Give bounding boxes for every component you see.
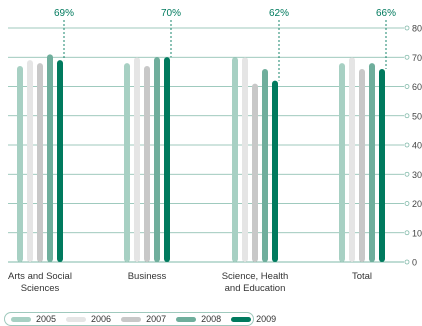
bar-2007-2: [252, 83, 258, 262]
bar-2006-3: [349, 57, 355, 262]
bar-2005-2: [232, 57, 238, 262]
bar-2006-0: [27, 60, 33, 262]
tick-marker: [404, 54, 410, 60]
bar-2008-2: [262, 68, 268, 262]
legend-label: 2006: [91, 314, 112, 324]
category-label: Sciences: [21, 283, 60, 294]
annotation-label: 70%: [161, 8, 181, 19]
bar-2009-3: [379, 68, 385, 262]
bar-2009-2: [272, 80, 278, 263]
bar-2008-1: [154, 57, 160, 262]
legend-label: 2007: [146, 314, 167, 324]
legend-label: 2009: [256, 314, 277, 324]
legend-swatch: [176, 316, 197, 322]
legend-swatch: [121, 316, 142, 322]
bar-2009-0: [57, 60, 63, 262]
y-tick-label: 0: [412, 258, 417, 268]
bar-2007-0: [37, 63, 43, 262]
bar-2008-0: [47, 54, 53, 263]
y-tick-label: 50: [412, 111, 422, 121]
legend-item-2009: 2009: [231, 313, 276, 325]
y-tick-label: 60: [412, 82, 422, 92]
bar-2006-1: [134, 57, 140, 262]
category-label: Business: [128, 271, 167, 282]
y-tick-label: 80: [412, 24, 422, 34]
y-tick-label: 40: [412, 141, 422, 151]
category-label: Science, Health: [222, 271, 289, 282]
annotation-label: 69%: [54, 8, 74, 19]
y-tick-label: 70: [412, 53, 422, 63]
legend-item-2007: 2007: [121, 313, 166, 325]
legend-swatch: [66, 316, 87, 322]
tick-marker: [404, 84, 410, 89]
category-label: Arts and Social: [8, 271, 72, 282]
category-label: Total: [352, 271, 372, 282]
bar-2005-0: [17, 66, 23, 263]
tick-marker: [404, 201, 410, 206]
legend-label: 2005: [36, 314, 57, 324]
bar-2008-3: [369, 63, 375, 262]
chart-legend: 2005 2006 2007 2008 2009: [4, 312, 276, 326]
tick-marker: [404, 171, 410, 177]
tick-marker: [404, 259, 410, 265]
tick-marker: [404, 113, 410, 119]
bar-2007-3: [359, 68, 365, 262]
bar-2009-1: [164, 57, 170, 262]
tick-marker: [404, 142, 410, 148]
tick-marker: [404, 25, 410, 31]
bar-2006-2: [242, 57, 248, 262]
annotation-label: 62%: [269, 8, 289, 19]
y-tick-label: 10: [412, 228, 422, 238]
legend-swatch: [231, 316, 252, 322]
legend-item-2008: 2008: [176, 313, 221, 325]
legend-label: 2008: [201, 314, 222, 324]
tick-marker: [404, 230, 410, 236]
y-tick-label: 20: [412, 199, 422, 209]
bar-2007-1: [144, 66, 150, 263]
legend-item-2005: 2005: [11, 313, 56, 325]
legend-swatch: [11, 316, 31, 322]
annotation-label: 66%: [376, 8, 396, 19]
bar-2005-3: [339, 63, 345, 262]
y-tick-label: 30: [412, 170, 422, 180]
bar-2005-1: [124, 63, 130, 262]
legend-item-2006: 2006: [66, 313, 111, 325]
category-label: and Education: [225, 283, 286, 294]
